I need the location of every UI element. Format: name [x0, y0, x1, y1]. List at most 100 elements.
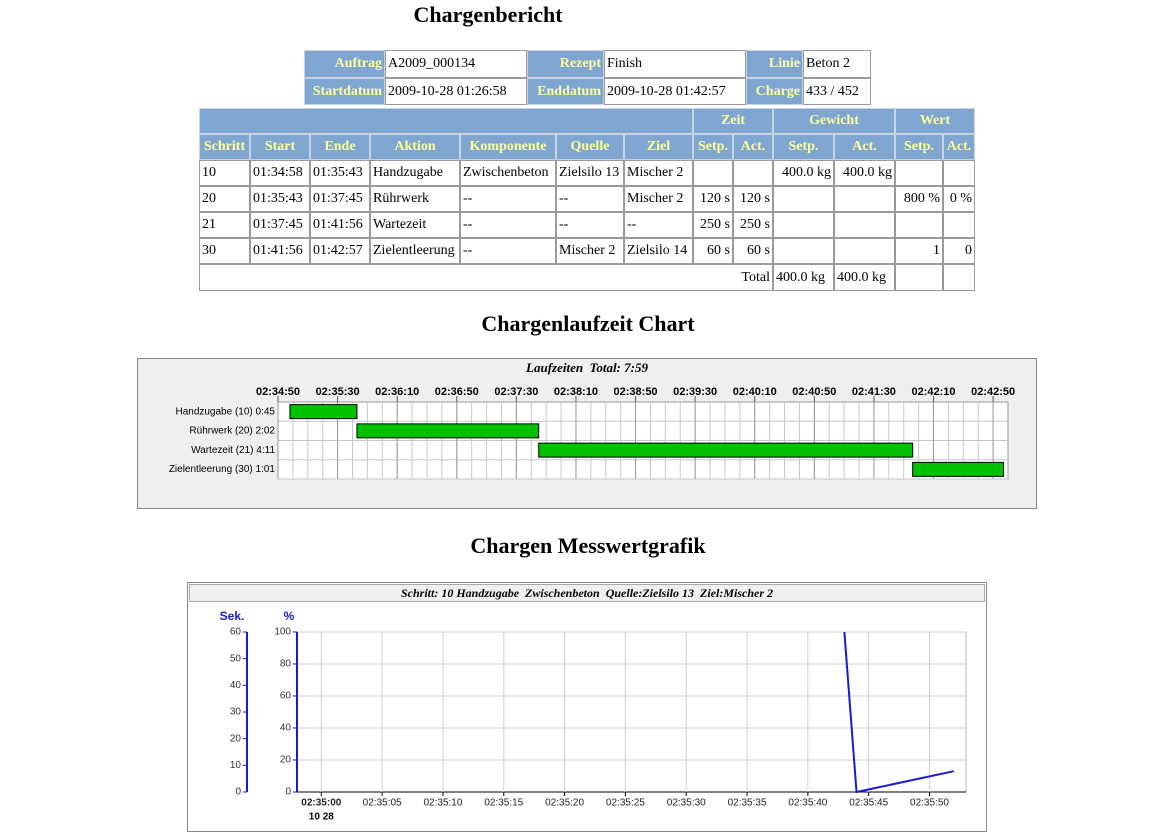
x-tick-label: 02:36:10 — [375, 386, 419, 398]
x-tick-label: 02:42:10 — [911, 386, 955, 398]
plot-area — [296, 631, 967, 793]
table-cell: 01:35:43 — [310, 160, 370, 186]
header-label: Startdatum — [304, 78, 385, 105]
column-header: Aktion — [370, 134, 460, 160]
table-cell: -- — [624, 212, 693, 238]
section-title: Chargen Messwertgrafik — [470, 533, 706, 558]
table-cell — [693, 160, 733, 186]
y-tick-label: 0 — [285, 787, 291, 798]
y-axis-label: % — [284, 609, 295, 623]
line — [843, 631, 955, 794]
header-label: Charge — [746, 78, 803, 105]
column-header: Schritt — [199, 134, 250, 160]
table-cell — [943, 160, 975, 186]
table-cell: Zielsilo 14 — [624, 238, 693, 264]
table-cell: 250 s — [693, 212, 733, 238]
table-cell — [895, 160, 943, 186]
table-cell — [834, 238, 895, 264]
table-cell — [773, 186, 834, 212]
row-label: Handzugabe (10) 0:45 — [175, 406, 275, 417]
table-cell: 01:34:58 — [250, 160, 310, 186]
table-cell: -- — [556, 212, 624, 238]
x-tick-label: 02:35:05 — [363, 798, 402, 809]
x-tick-label: 02:37:30 — [494, 386, 538, 398]
x-date-label: 10 28 — [309, 812, 334, 823]
table-cell: -- — [460, 212, 556, 238]
header-label: Auftrag — [304, 50, 385, 78]
x-tick-label: 02:35:45 — [849, 798, 888, 809]
table-cell — [733, 160, 773, 186]
group-header: Gewicht — [773, 108, 895, 134]
table-cell: 120 s — [733, 186, 773, 212]
column-header: Ziel — [624, 134, 693, 160]
x-tick-label: 02:34:50 — [256, 386, 300, 398]
bar — [289, 404, 358, 420]
x-tick-label: 02:35:40 — [788, 798, 827, 809]
table-cell: 250 s — [733, 212, 773, 238]
column-header: Setp. — [773, 134, 834, 160]
table-cell: Rührwerk — [370, 186, 460, 212]
group-header: Wert — [895, 108, 975, 134]
x-tick-label: 02:39:30 — [673, 386, 717, 398]
report-title: Chargenbericht — [413, 2, 563, 27]
table-cell: 20 — [199, 186, 250, 212]
table-cell: 400.0 kg — [773, 160, 834, 186]
table-cell: Mischer 2 — [556, 238, 624, 264]
section-title: Chargenlaufzeit Chart — [481, 311, 695, 336]
x-tick-label: 02:40:10 — [733, 386, 777, 398]
table-cell: -- — [460, 186, 556, 212]
x-tick-label: 02:41:30 — [852, 386, 896, 398]
y2-tick-label: 0 — [235, 787, 241, 798]
table-cell: 800 % — [895, 186, 943, 212]
x-tick-label: 02:38:50 — [614, 386, 658, 398]
bar — [538, 442, 914, 458]
table-cell: Zielentleerung — [370, 238, 460, 264]
table-cell: 01:41:56 — [250, 238, 310, 264]
x-tick-label: 02:35:00 — [301, 798, 341, 809]
header-value: Finish — [604, 50, 746, 78]
table-cell: Handzugabe — [370, 160, 460, 186]
chart-title-bar — [189, 584, 985, 602]
x-tick-label: 02:35:30 — [667, 798, 706, 809]
header-label: Linie — [746, 50, 803, 78]
x-tick-label: 02:35:30 — [316, 386, 360, 398]
table-cell: 0 — [943, 238, 975, 264]
group-header — [199, 108, 693, 134]
x-tick-label: 02:35:35 — [728, 798, 767, 809]
column-header: Act. — [943, 134, 975, 160]
table-cell: 400.0 kg — [834, 160, 895, 186]
table-cell: 01:35:43 — [250, 186, 310, 212]
table-cell: 01:41:56 — [310, 212, 370, 238]
row-label: Zielentleerung (30) 1:01 — [169, 464, 276, 475]
column-header: Setp. — [895, 134, 943, 160]
row-label: Rührwerk (20) 2:02 — [189, 426, 275, 437]
table-cell: 01:37:45 — [310, 186, 370, 212]
x-tick-label: 02:35:25 — [606, 798, 645, 809]
table-cell: Wartezeit — [370, 212, 460, 238]
column-header: Act. — [834, 134, 895, 160]
x-tick-label: 02:35:50 — [910, 798, 949, 809]
column-header: Komponente — [460, 134, 556, 160]
y-tick-label: 60 — [280, 691, 292, 702]
total-label: Total — [199, 264, 773, 291]
table-cell: Mischer 2 — [624, 160, 693, 186]
group-header: Zeit — [693, 108, 773, 134]
total-value: 400.0 kg — [773, 264, 834, 291]
table-cell — [834, 186, 895, 212]
header-label: Rezept — [527, 50, 604, 78]
x-tick-label: 02:40:50 — [792, 386, 836, 398]
column-header: Setp. — [693, 134, 733, 160]
x-tick-label: 02:36:50 — [435, 386, 479, 398]
table-cell — [943, 264, 975, 291]
y2-tick-label: 50 — [230, 653, 242, 664]
x-tick-label: 02:38:10 — [554, 386, 598, 398]
row-label: Wartezeit (21) 4:11 — [191, 445, 275, 456]
table-cell: 60 s — [733, 238, 773, 264]
table-cell: 120 s — [693, 186, 733, 212]
column-header: Quelle — [556, 134, 624, 160]
table-cell: -- — [460, 238, 556, 264]
column-header: Ende — [310, 134, 370, 160]
x-tick-label: 02:42:50 — [971, 386, 1015, 398]
table-cell: 1 — [895, 238, 943, 264]
